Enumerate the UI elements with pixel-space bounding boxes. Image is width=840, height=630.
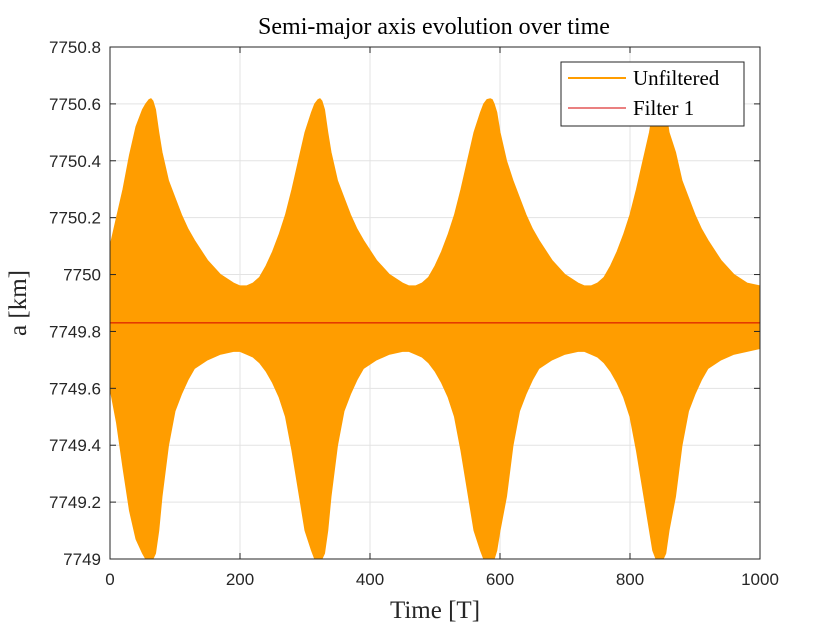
x-tick-label: 0 bbox=[105, 570, 114, 589]
legend-label-filter-1: Filter 1 bbox=[633, 96, 694, 120]
x-tick-label: 400 bbox=[356, 570, 384, 589]
y-tick-label: 7749 bbox=[63, 550, 101, 569]
y-tick-label: 7749.8 bbox=[49, 322, 101, 341]
y-tick-label: 7750 bbox=[63, 266, 101, 285]
y-axis-ticks: 7749 7749.2 7749.4 7749.6 7749.8 7750 7750.2 77… bbox=[49, 38, 760, 569]
x-axis-label: Time [T] bbox=[390, 597, 480, 624]
x-tick-label: 200 bbox=[226, 570, 254, 589]
y-tick-label: 7750.6 bbox=[49, 95, 101, 114]
y-tick-label: 7749.6 bbox=[49, 379, 101, 398]
y-tick-label: 7750.8 bbox=[49, 38, 101, 57]
x-tick-label: 800 bbox=[616, 570, 644, 589]
y-tick-label: 7750.4 bbox=[49, 152, 101, 171]
y-tick-label: 7749.2 bbox=[49, 493, 101, 512]
x-tick-label: 1000 bbox=[741, 570, 779, 589]
y-tick-label: 7749.4 bbox=[49, 436, 101, 455]
y-axis-label: a [km] bbox=[5, 270, 32, 336]
legend: Unfiltered Filter 1 bbox=[560, 61, 745, 127]
axes-frame bbox=[109, 46, 761, 560]
y-tick-label: 7750.2 bbox=[49, 209, 101, 228]
chart-title: Semi-major axis evolution over time bbox=[258, 14, 610, 40]
legend-label-unfiltered: Unfiltered bbox=[633, 66, 720, 90]
legend-box bbox=[560, 61, 745, 127]
x-tick-label: 600 bbox=[486, 570, 514, 589]
x-axis-ticks: 0 200 400 600 800 1000 bbox=[105, 47, 779, 589]
